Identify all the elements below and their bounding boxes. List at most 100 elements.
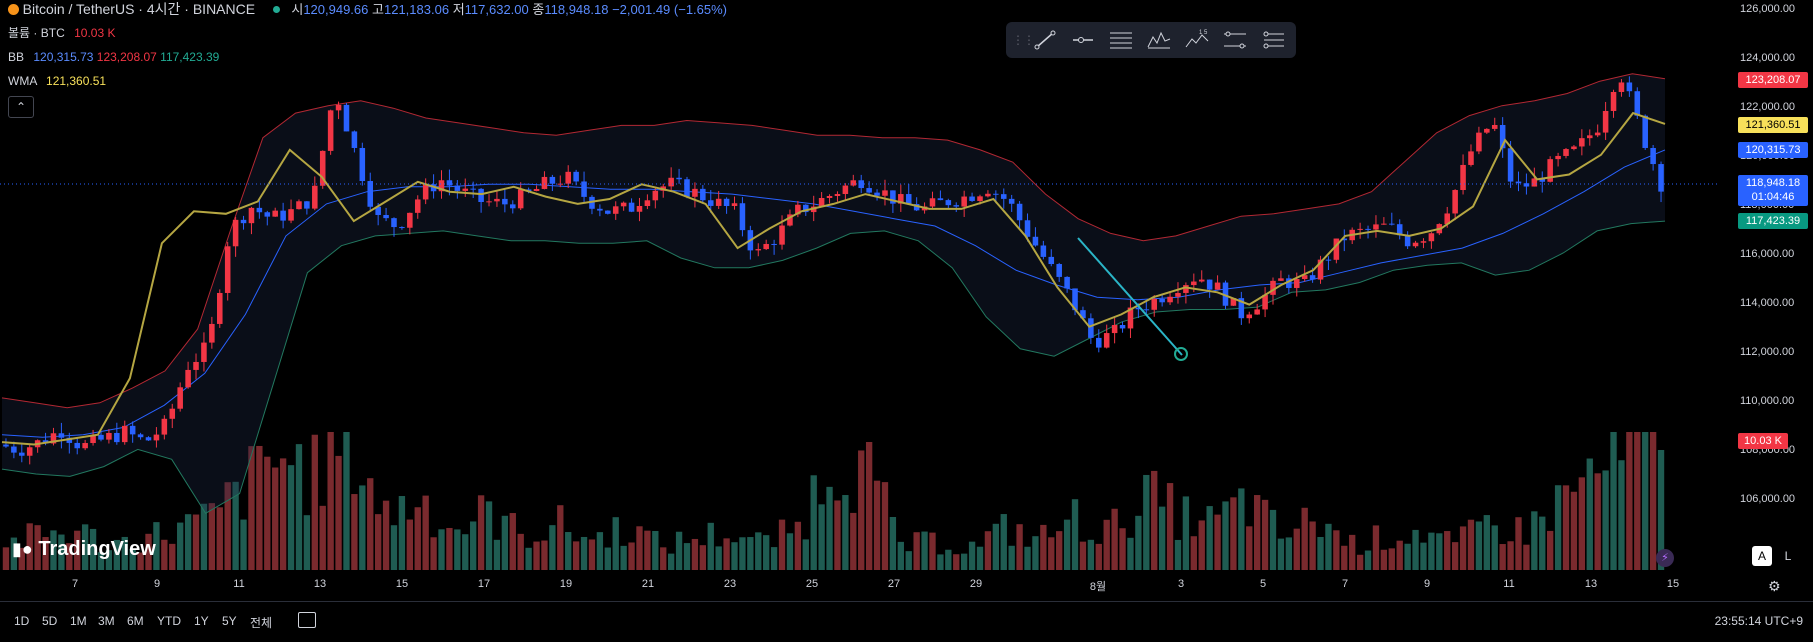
volume-bar — [1325, 523, 1332, 570]
candle-body — [913, 204, 920, 211]
candle-body — [1016, 203, 1023, 221]
volume-bar — [778, 519, 786, 570]
volume-bar — [97, 552, 105, 570]
volume-bar — [1261, 499, 1269, 570]
candle-body — [454, 185, 461, 191]
candle-body — [145, 437, 152, 441]
range-5y[interactable]: 5Y — [222, 614, 237, 628]
range-1m[interactable]: 1M — [70, 614, 87, 628]
log-scale-button[interactable]: L — [1784, 549, 1792, 563]
volume-bar — [707, 522, 714, 570]
candle-body — [1452, 190, 1458, 214]
candle-body — [66, 437, 73, 443]
volume-bars — [2, 432, 1665, 570]
bollinger-basis-line — [1, 149, 1666, 438]
candle-body — [153, 434, 160, 441]
candle-body — [232, 219, 239, 247]
volume-bar — [541, 540, 548, 570]
candle-body — [1024, 220, 1031, 237]
candle-body — [1531, 178, 1538, 187]
wma-legend-label[interactable]: WMA — [8, 74, 37, 88]
candle-body — [470, 188, 476, 190]
range-ytd[interactable]: YTD — [157, 614, 181, 628]
candle-body — [1468, 151, 1474, 165]
range-all[interactable]: 전체 — [250, 616, 273, 630]
candle-body — [723, 198, 730, 207]
date-tick: 7 — [1341, 578, 1349, 590]
range-6m[interactable]: 6M — [127, 614, 144, 628]
candle-body — [961, 196, 967, 207]
volume-bar — [177, 522, 184, 570]
tradingview-logo[interactable]: ▮● TradingView — [12, 538, 156, 561]
volume-legend-label[interactable]: 볼륨 · BTC — [8, 26, 65, 40]
candle-body — [1246, 314, 1253, 319]
candle-body — [1373, 224, 1379, 230]
candle-body — [1293, 279, 1300, 288]
range-3m[interactable]: 3M — [98, 614, 115, 628]
elliott-wave-icon[interactable]: 1 5 — [1178, 22, 1216, 58]
candle-body — [850, 180, 857, 186]
candle-body — [1214, 282, 1221, 290]
candle-body — [589, 196, 595, 209]
chevron-up-icon[interactable]: ⌃ — [8, 96, 34, 118]
settings-list-icon[interactable] — [1254, 22, 1292, 58]
candle-body — [1238, 298, 1245, 319]
volume-bar — [794, 521, 802, 570]
candle-body — [288, 209, 294, 221]
volume-bar — [279, 458, 287, 570]
volume-bar — [1451, 542, 1459, 570]
horizontal-ray-icon[interactable] — [1064, 22, 1102, 58]
wma-line — [1, 111, 1666, 446]
volume-bar — [1135, 515, 1142, 570]
volume-bar — [976, 546, 984, 570]
price-tick: 126,000.00 — [1740, 3, 1796, 15]
candle-body — [1111, 324, 1118, 334]
settings-gear-icon[interactable]: ⚙ — [1768, 578, 1781, 594]
calendar-range-icon[interactable] — [298, 612, 316, 628]
volume-bar — [161, 539, 168, 570]
drag-handle-icon[interactable]: ⋮⋮ — [1012, 33, 1035, 47]
volume-bar — [1190, 536, 1197, 570]
date-tick: 5 — [1259, 578, 1267, 590]
bollinger-lower-line — [1, 220, 1666, 514]
low-label: 저 — [452, 2, 465, 17]
candle-body — [1262, 294, 1268, 310]
volume-bar — [1420, 542, 1427, 570]
candle-body — [399, 227, 405, 229]
volume-bar — [644, 530, 651, 570]
candle-body — [1183, 285, 1189, 293]
range-5d[interactable]: 5D — [42, 614, 58, 628]
pattern-icon[interactable] — [1140, 22, 1178, 58]
tradingview-wordmark: TradingView — [38, 538, 156, 560]
volume-bar — [216, 507, 223, 570]
volume-bar — [588, 539, 596, 570]
measure-icon[interactable] — [1216, 22, 1254, 58]
lightning-icon[interactable]: ⚡ — [1656, 549, 1674, 567]
price-tick: 112,000.00 — [1740, 346, 1795, 358]
bb-legend-label[interactable]: BB — [8, 50, 25, 64]
fib-retracement-icon[interactable] — [1102, 22, 1140, 58]
volume-legend-value: 10.03 K — [74, 26, 116, 40]
candle-body — [1103, 333, 1110, 348]
trend-line-icon[interactable] — [1026, 22, 1064, 58]
candle-body — [1317, 259, 1324, 280]
volume-bar — [858, 450, 865, 570]
candle-body — [1301, 275, 1308, 280]
range-1y[interactable]: 1Y — [194, 614, 209, 628]
volume-bar — [351, 494, 358, 570]
clock[interactable]: 23:55:14 UTC+9 — [1714, 614, 1803, 628]
range-1d[interactable]: 1D — [14, 614, 30, 628]
volume-bar — [501, 515, 509, 570]
candle-body — [502, 198, 508, 205]
volume-bar — [1317, 536, 1324, 570]
volume-bar — [818, 504, 825, 570]
auto-scale-button[interactable]: A — [1752, 546, 1772, 566]
symbol-title[interactable]: Bitcoin / TetherUS · 4시간 · BINANCE — [22, 1, 256, 17]
volume-bar — [42, 537, 49, 570]
volume-bar — [256, 445, 263, 570]
volume-bar — [596, 532, 604, 570]
volume-bar — [1610, 432, 1617, 570]
last-price-value: 118,948.18 — [1745, 177, 1801, 189]
volume-bar — [1166, 483, 1174, 570]
price-chart[interactable] — [0, 0, 1720, 570]
